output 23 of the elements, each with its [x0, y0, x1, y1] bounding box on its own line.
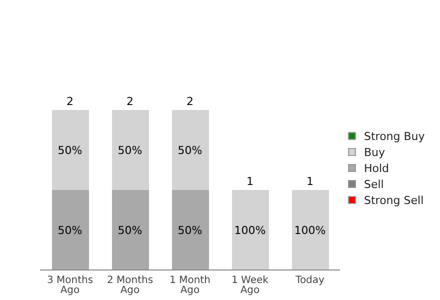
- annotation: 50%: [178, 224, 202, 237]
- x-tick-label: 1 Week Ago: [232, 275, 269, 296]
- annotation: 50%: [118, 224, 142, 237]
- annotation: 50%: [178, 144, 202, 157]
- annotation: 50%: [58, 224, 82, 237]
- annotation: 50%: [58, 144, 82, 157]
- legend-label: Strong Buy: [364, 130, 425, 142]
- legend-label: Buy: [364, 146, 386, 158]
- x-tick-label: 3 Months Ago: [46, 275, 94, 296]
- total-label: 2: [66, 95, 74, 108]
- annotation: 50%: [118, 144, 142, 157]
- total-label: 1: [306, 175, 314, 188]
- annotation: 100%: [294, 224, 326, 237]
- x-tick-label: Today: [294, 275, 325, 286]
- total-label: 1: [246, 175, 254, 188]
- x-tick-label: 1 Month Ago: [170, 275, 210, 296]
- total-label: 2: [126, 95, 134, 108]
- legend-label: Sell: [364, 178, 384, 190]
- x-tick-label: 2 Months Ago: [106, 275, 154, 296]
- total-label: 2: [186, 95, 194, 108]
- legend-label: Hold: [364, 162, 390, 174]
- annotation: 100%: [234, 224, 266, 237]
- legend-label: Strong Sell: [364, 194, 424, 206]
